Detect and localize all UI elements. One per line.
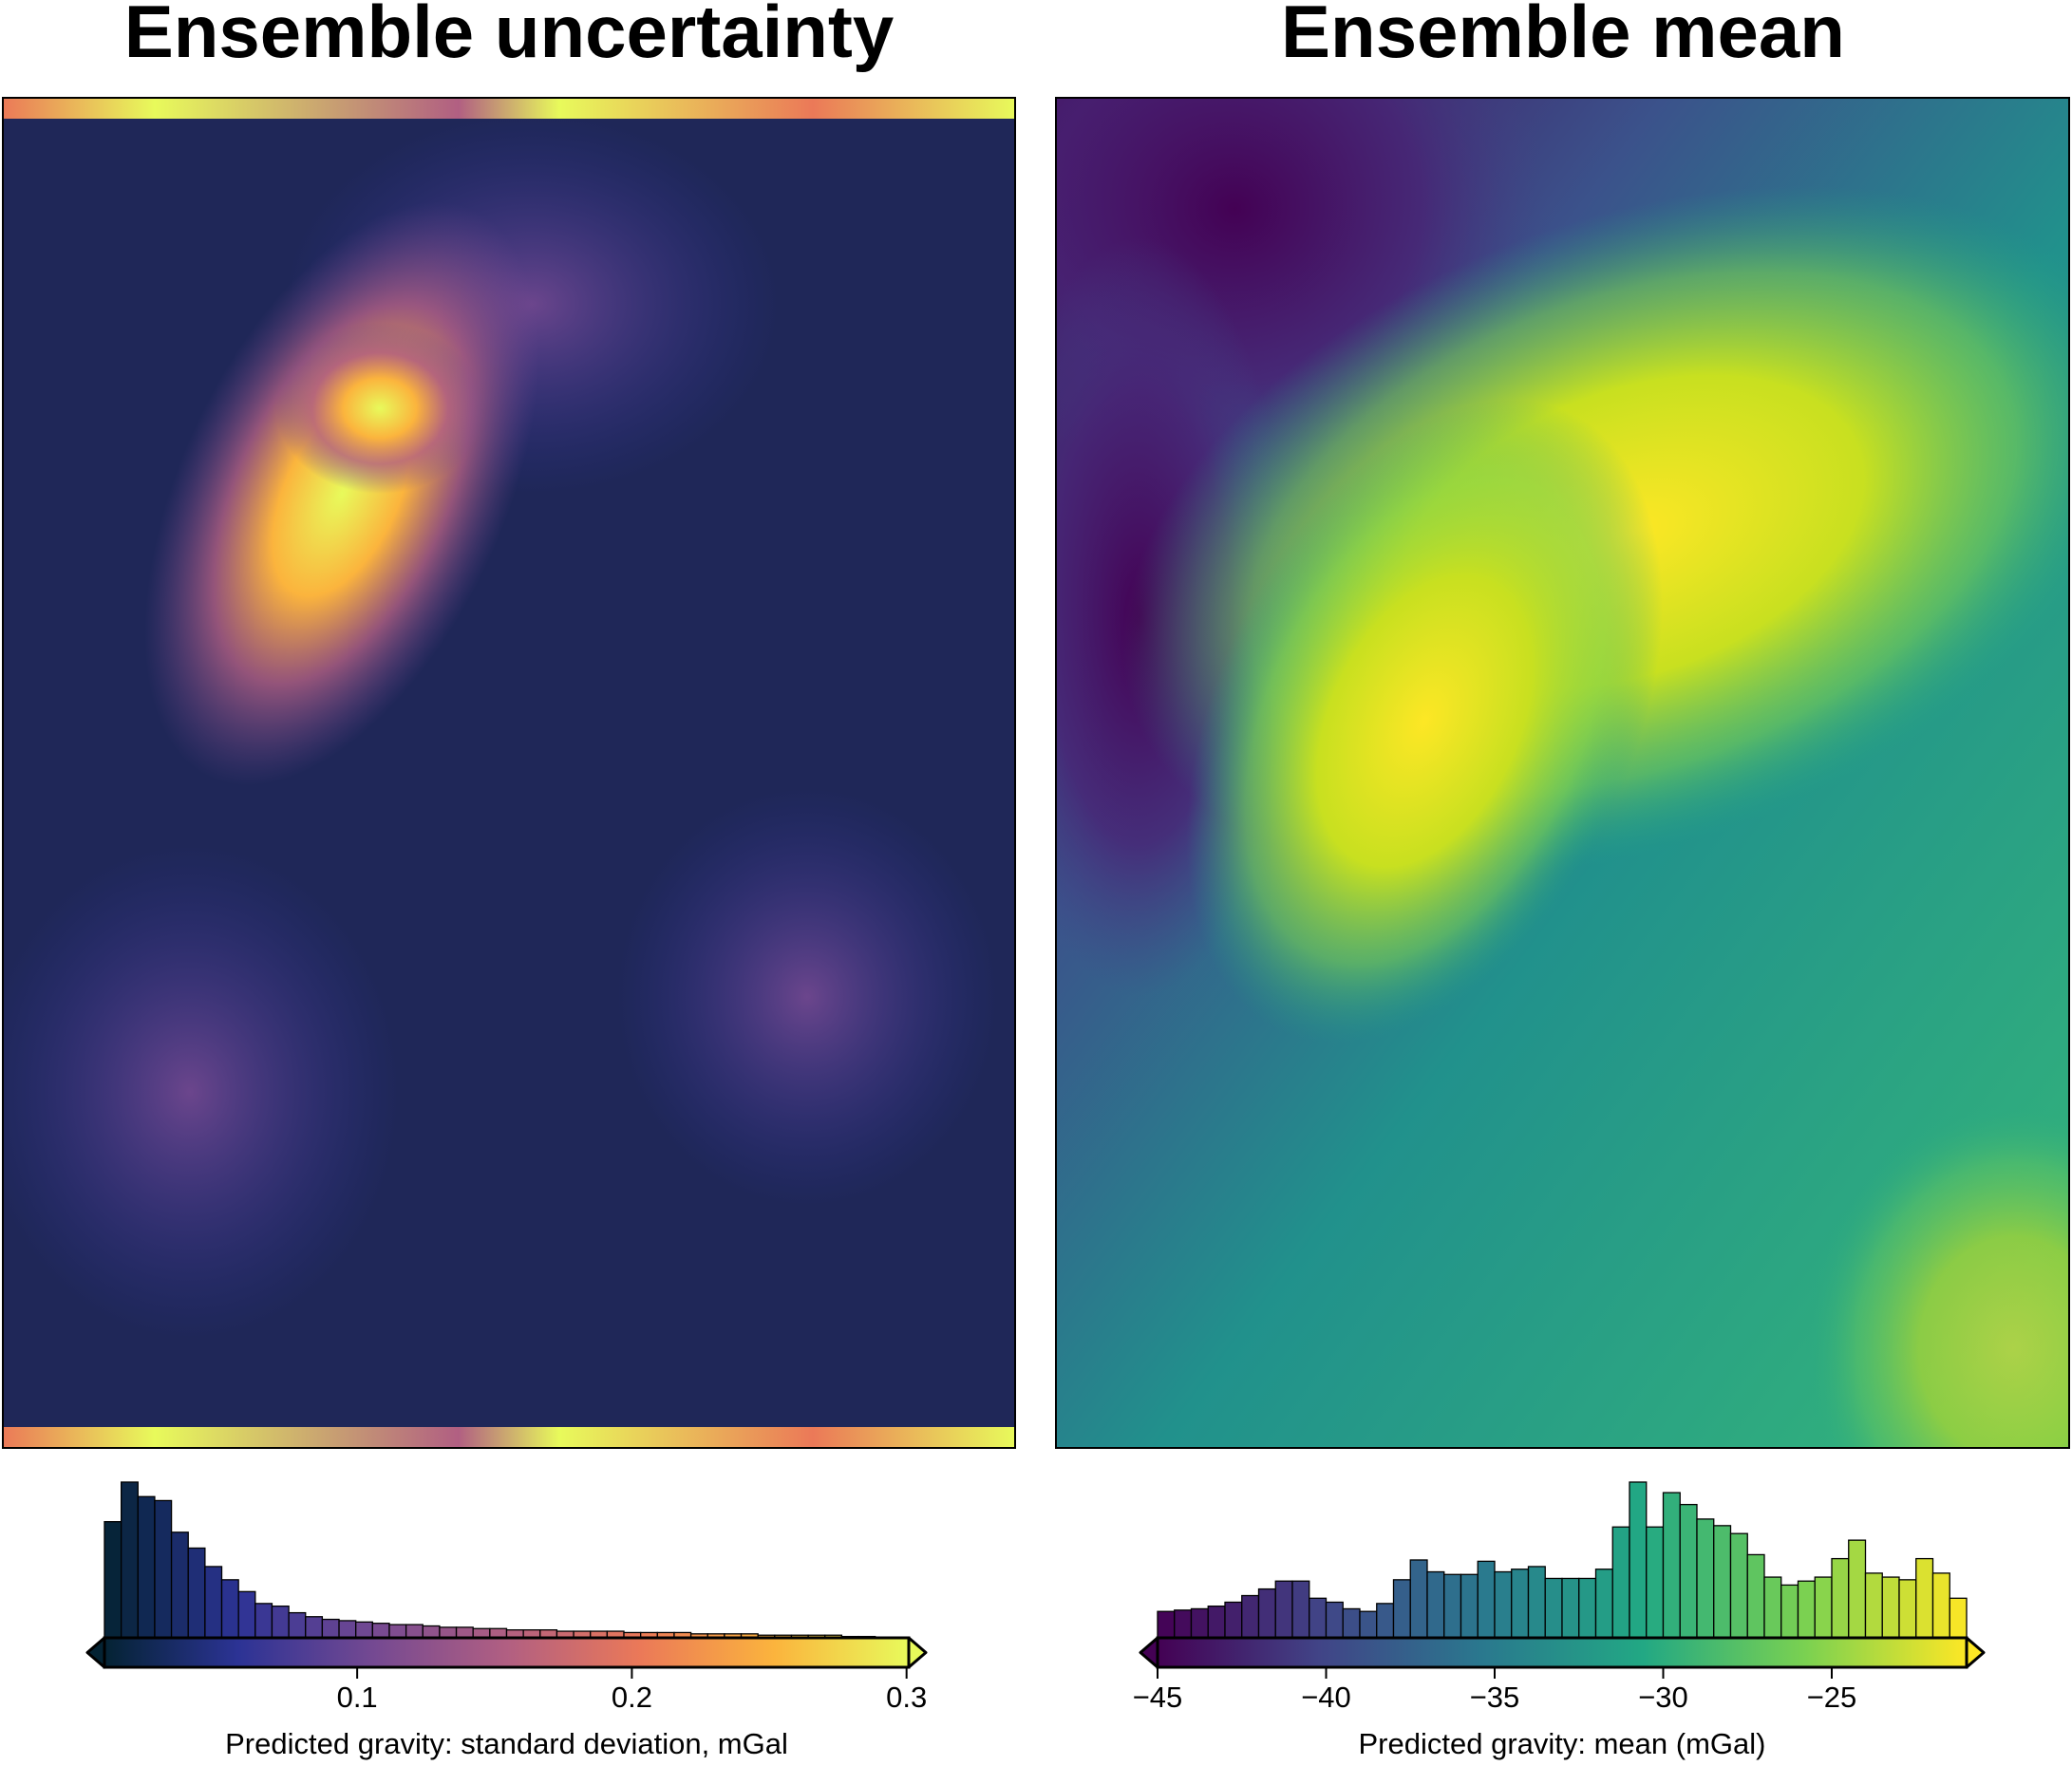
histogram-bar	[1611, 1526, 1630, 1639]
histogram-bar	[1578, 1577, 1597, 1639]
x-tick-label: −35	[1470, 1681, 1520, 1714]
histogram-bar	[1763, 1576, 1782, 1639]
histogram-bar	[1915, 1557, 1934, 1639]
histogram-bar	[1544, 1577, 1563, 1639]
histogram-bar	[1511, 1569, 1530, 1639]
histogram-bar	[338, 1620, 357, 1639]
histogram-bar	[1561, 1577, 1580, 1639]
x-tick-label: −25	[1807, 1681, 1857, 1714]
histogram-bar	[1629, 1481, 1648, 1639]
colorbar	[103, 1636, 911, 1669]
histogram-bar	[1359, 1610, 1378, 1639]
histogram-bar	[1780, 1584, 1799, 1639]
histogram-bar	[1949, 1597, 1968, 1639]
x-tick-label: −40	[1301, 1681, 1351, 1714]
colorbar-extend-low	[85, 1636, 106, 1669]
histogram-bar	[1477, 1560, 1496, 1639]
histogram-bar	[1376, 1603, 1395, 1639]
colorbar	[1156, 1636, 1968, 1669]
histogram-bar	[1174, 1609, 1193, 1639]
histogram-bar	[1797, 1580, 1816, 1639]
histogram-bar	[439, 1626, 458, 1639]
histogram-bar	[1881, 1576, 1900, 1639]
x-tick-label: 0.1	[337, 1681, 378, 1714]
histogram-bar	[1224, 1601, 1243, 1639]
histogram-bar	[288, 1611, 307, 1639]
histogram-bar	[137, 1495, 156, 1639]
colorbar-extend-high	[1965, 1636, 1986, 1669]
histogram-bar	[1696, 1518, 1715, 1639]
histogram-bar	[1864, 1572, 1883, 1639]
histogram-bar	[1931, 1572, 1950, 1639]
map-frame	[2, 97, 1016, 1449]
histogram-bar	[1207, 1605, 1226, 1639]
histogram-bar	[1594, 1569, 1613, 1639]
histogram-bar	[1190, 1607, 1209, 1639]
histogram-bar	[254, 1603, 273, 1639]
histogram-bar	[220, 1579, 239, 1639]
histogram-bar	[1309, 1597, 1328, 1639]
histogram-bar	[371, 1623, 390, 1639]
histogram-bar	[305, 1616, 324, 1639]
histogram-bar	[388, 1624, 407, 1639]
histogram-bar	[1325, 1601, 1344, 1639]
histogram-bar	[1831, 1557, 1850, 1639]
histogram-bar	[271, 1605, 290, 1639]
histogram-bar	[1157, 1610, 1176, 1639]
histogram-bar	[204, 1566, 223, 1639]
histogram-bar	[187, 1547, 206, 1639]
histogram-bar	[1257, 1588, 1276, 1639]
histogram-bar	[1392, 1579, 1411, 1639]
histogram-bar	[1646, 1526, 1665, 1639]
histogram-bar	[1494, 1570, 1513, 1639]
histogram-bar	[1342, 1607, 1361, 1639]
histogram-bar	[237, 1590, 256, 1639]
histogram-bar	[1527, 1566, 1546, 1639]
x-tick-label: −30	[1638, 1681, 1688, 1714]
colorbar-extend-high	[907, 1636, 928, 1669]
histogram-bar	[405, 1624, 424, 1639]
map-frame	[1055, 97, 2070, 1449]
x-axis-label: Predicted gravity: standard deviation, m…	[225, 1727, 788, 1760]
x-axis-label: Predicted gravity: mean (mGal)	[1359, 1727, 1766, 1760]
histogram-bar	[1291, 1580, 1310, 1639]
mean-map	[1056, 98, 2069, 1448]
histogram-bar	[154, 1499, 173, 1639]
x-tick-label: 0.3	[886, 1681, 927, 1714]
histogram-bar	[1662, 1492, 1681, 1639]
histogram-bar	[1713, 1525, 1732, 1639]
chart-title: Ensemble uncertainty	[124, 0, 895, 73]
histogram-bar	[422, 1625, 441, 1639]
histogram-bar	[1746, 1553, 1765, 1639]
chart-title: Ensemble mean	[1281, 0, 1845, 73]
histogram-bar	[1814, 1576, 1833, 1639]
histogram-bar	[1274, 1580, 1293, 1639]
histogram-bar	[355, 1621, 373, 1639]
histogram-bar	[1409, 1559, 1428, 1639]
histogram-bar	[1460, 1573, 1479, 1639]
histogram-bar	[455, 1626, 474, 1639]
histogram-bar	[1898, 1579, 1917, 1639]
x-tick-label: −45	[1133, 1681, 1183, 1714]
histogram-bar	[1848, 1539, 1867, 1639]
histogram-bar	[170, 1531, 189, 1639]
colorbar-extend-low	[1139, 1636, 1159, 1669]
histogram-bar	[120, 1481, 139, 1639]
histogram-bar	[321, 1618, 340, 1639]
histogram-bar	[104, 1521, 122, 1639]
uncertainty-map	[3, 98, 1015, 1448]
x-tick-label: 0.2	[612, 1681, 652, 1714]
histogram-bar	[1443, 1573, 1462, 1639]
histogram-bar	[1679, 1503, 1698, 1639]
histogram-bar	[1729, 1532, 1748, 1639]
histogram-bar	[1426, 1570, 1445, 1639]
histogram-bar	[1241, 1594, 1260, 1639]
